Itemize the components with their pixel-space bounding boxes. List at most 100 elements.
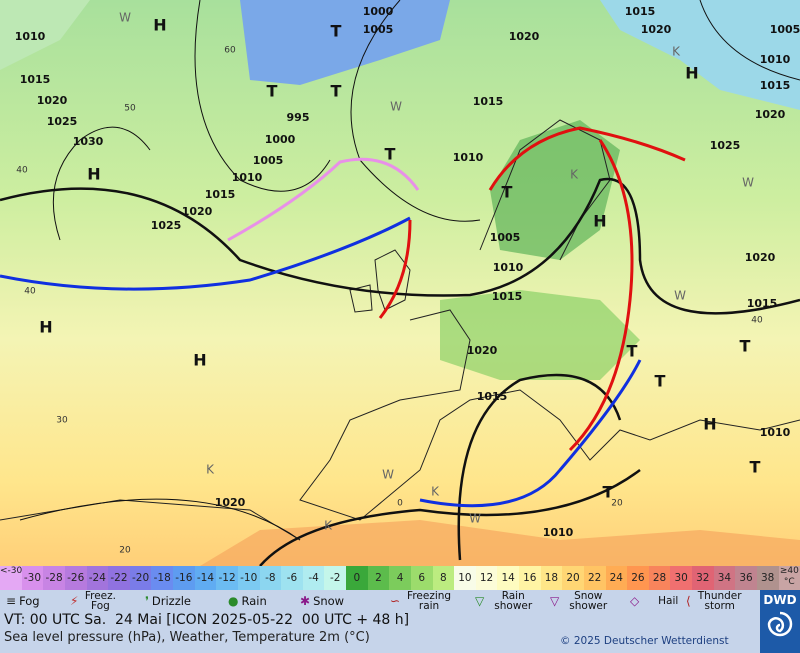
scale-cell: -12 bbox=[216, 566, 238, 590]
footer: VT: 00 UTC Sa. 24 Mai [ICON 2025-05-22 0… bbox=[0, 612, 760, 653]
scale-cell: 12 bbox=[475, 566, 498, 590]
scale-cell: <-30 bbox=[0, 566, 22, 590]
scale-cell: -22 bbox=[108, 566, 130, 590]
description: Sea level pressure (hPa), Weather, Tempe… bbox=[4, 630, 370, 645]
isobar-label: 1020 bbox=[745, 251, 776, 264]
pressure-center: T bbox=[502, 183, 513, 202]
isobar-label: 1015 bbox=[492, 290, 523, 303]
isobar-label: 1025 bbox=[710, 139, 741, 152]
air-mass-label: W bbox=[674, 289, 686, 303]
scale-cell: -6 bbox=[281, 566, 303, 590]
scale-cell: 30 bbox=[670, 566, 692, 590]
legend-icon: ⟨ bbox=[686, 594, 691, 608]
scale-cell: -20 bbox=[129, 566, 152, 590]
isobar-label: 1005 bbox=[363, 23, 394, 36]
scale-cell: -26 bbox=[64, 566, 87, 590]
scale-cell: -24 bbox=[86, 566, 109, 590]
scale-cell: 22 bbox=[583, 566, 606, 590]
pressure-center: H bbox=[703, 415, 716, 434]
legend-label: Snow bbox=[313, 594, 345, 608]
air-mass-label: K bbox=[431, 485, 440, 499]
scale-cell: 20 bbox=[562, 566, 584, 590]
scale-cell: -10 bbox=[237, 566, 260, 590]
temperature-scale: <-30 -30 -28 -26 -24 -22 -20 -18 -16 -14 -12 -10 -8-… bbox=[0, 566, 800, 590]
isobar-label: 1015 bbox=[205, 188, 236, 201]
warm-region bbox=[200, 520, 800, 566]
pressure-center: T bbox=[331, 82, 342, 101]
legend-item: ❜ Drizzle bbox=[145, 590, 191, 612]
isotherm-label: 50 bbox=[124, 104, 136, 114]
isobar-label: 1015 bbox=[760, 79, 791, 92]
legend-label: Hail bbox=[658, 595, 679, 607]
legend-icon: ▽ bbox=[475, 594, 485, 608]
air-mass-label: W bbox=[742, 176, 754, 190]
pressure-center: T bbox=[655, 372, 666, 391]
valid-time: VT: 00 UTC Sa. 24 Mai [ICON 2025-05-22 0… bbox=[4, 612, 410, 628]
pressure-center: T bbox=[740, 337, 751, 356]
scale-cell: -18 bbox=[151, 566, 173, 590]
isobar-label: 1000 bbox=[265, 133, 296, 146]
copyright: © 2025 Deutscher Wetterdienst bbox=[560, 635, 729, 647]
isotherm-label: 0 bbox=[397, 499, 403, 509]
air-mass-label: K bbox=[672, 45, 681, 59]
legend-label: Snow shower bbox=[569, 590, 608, 612]
isobar-label: 1015 bbox=[20, 73, 51, 86]
scale-cell: 10 bbox=[454, 566, 476, 590]
air-mass-label: K bbox=[570, 168, 579, 182]
isotherm-label: 20 bbox=[611, 499, 623, 509]
pressure-center: T bbox=[750, 458, 761, 477]
legend-item: ▽ Rain shower bbox=[475, 590, 539, 612]
isobar-label: 1025 bbox=[151, 219, 182, 232]
legend-item: ▽ Snow shower bbox=[550, 590, 614, 612]
scale-cell: -30 bbox=[21, 566, 44, 590]
pressure-center: T bbox=[603, 483, 614, 502]
isotherm-label: 40 bbox=[751, 316, 763, 326]
isobar-label: 1010 bbox=[232, 171, 263, 184]
scale-cell: -4 bbox=[302, 566, 325, 590]
isobar-label: 1020 bbox=[641, 23, 672, 36]
scale-cell: -8 bbox=[259, 566, 282, 590]
legend-icon: ◇ bbox=[630, 594, 640, 608]
legend-label: Rain shower bbox=[494, 590, 533, 612]
isobar-label: 1020 bbox=[755, 108, 786, 121]
legend-item: ≡ Fog bbox=[6, 590, 40, 612]
legend-item: ⚡ Freez. Fog bbox=[70, 590, 119, 612]
legend-label: Fog bbox=[19, 594, 40, 608]
scale-cell: 24 bbox=[605, 566, 628, 590]
cool-region bbox=[0, 0, 90, 70]
scale-cell: -28 bbox=[43, 566, 65, 590]
cool-region bbox=[600, 0, 800, 110]
isobar-label: 1000 bbox=[363, 5, 394, 18]
isobar-label: 1010 bbox=[760, 426, 791, 439]
isobar-label: 1010 bbox=[760, 53, 791, 66]
scale-cell: 6 bbox=[410, 566, 433, 590]
isobar-label: 1030 bbox=[73, 135, 104, 148]
isotherm-label: 40 bbox=[24, 287, 36, 297]
isobar-label: 1020 bbox=[215, 496, 246, 509]
pressure-center: H bbox=[87, 165, 100, 184]
isobar-label: 1010 bbox=[493, 261, 524, 274]
scale-cell: 32 bbox=[692, 566, 714, 590]
isobar-label: 1025 bbox=[47, 115, 78, 128]
pressure-center: T bbox=[331, 22, 342, 41]
isobar-label: 1005 bbox=[490, 231, 521, 244]
scale-cell: -16 bbox=[173, 566, 195, 590]
isobar-label: 1015 bbox=[477, 390, 508, 403]
weather-legend: ≡ Fog ⚡ Freez. Fog ❜ Drizzle ● Rain ✱ Snow ∽ Freezi… bbox=[0, 590, 760, 612]
air-mass-label: W bbox=[390, 100, 402, 114]
cold-region bbox=[240, 0, 450, 85]
legend-label: Freez. Fog bbox=[84, 590, 116, 612]
legend-item: ∽ Freezing rain bbox=[390, 590, 455, 612]
isobar-label: 1005 bbox=[770, 23, 800, 36]
legend-label: Thunder storm bbox=[697, 590, 742, 612]
air-mass-label: W bbox=[469, 512, 481, 526]
pressure-center: H bbox=[685, 64, 698, 83]
pressure-center: H bbox=[593, 212, 606, 231]
scale-cell: ≥40 °C bbox=[778, 566, 800, 590]
legend-icon: ❜ bbox=[145, 594, 149, 608]
pressure-center: H bbox=[153, 16, 166, 35]
isobar-label: 1020 bbox=[509, 30, 540, 43]
isobar-label: 1010 bbox=[453, 151, 484, 164]
scale-cell: 26 bbox=[627, 566, 649, 590]
isotherm-label: 60 bbox=[224, 46, 236, 56]
